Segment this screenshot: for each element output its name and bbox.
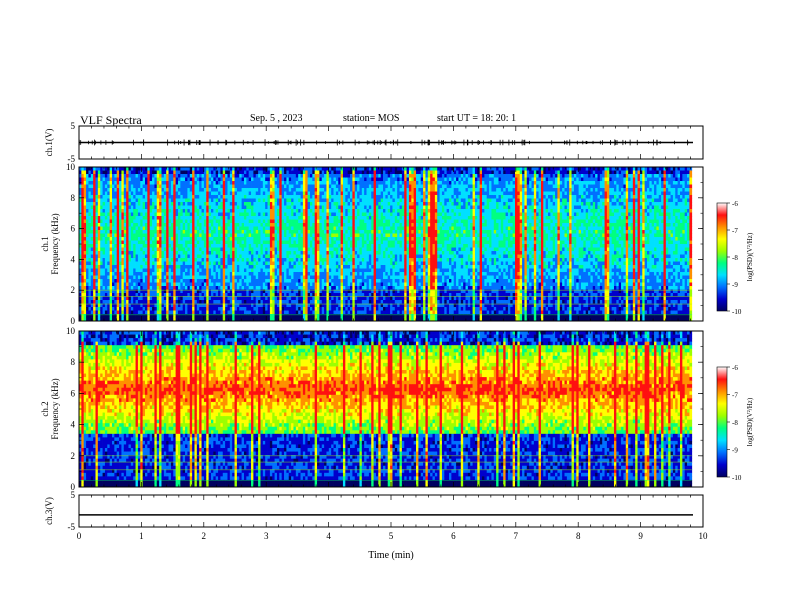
y-axis-label-1-0: ch.1 [40, 236, 50, 251]
y-tick-label-1-3: 6 [71, 224, 76, 234]
colorbar-tick-label-2-0: -6 [732, 364, 738, 372]
colorbar-label-1: log(PSD)(V²/Hz) [746, 232, 754, 281]
colorbar-tick-label-2-4: -10 [732, 474, 742, 482]
y-tick-label-2-5: 10 [66, 326, 76, 336]
y-axis-label-1-1: Frequency (kHz) [50, 213, 60, 274]
x-tick-label-4: 4 [326, 531, 331, 541]
y-tick-label-1-1: 2 [71, 285, 76, 295]
x-tick-label-9: 9 [638, 531, 643, 541]
y-tick-label-2-4: 8 [71, 357, 76, 367]
y-axis-label-2-0: ch.2 [40, 401, 50, 416]
x-tick-label-5: 5 [389, 531, 394, 541]
y-tick-label-3-1: -5 [68, 522, 76, 532]
vlf-spectra-figure: VLF Spectra Sep. 5 , 2023 station= MOS s… [0, 0, 792, 612]
colorbar-2 [717, 367, 727, 477]
x-tick-label-10: 10 [699, 531, 709, 541]
y-tick-label-1-4: 8 [71, 193, 76, 203]
colorbar-1 [717, 203, 727, 311]
chart-svg: -6 -7 -8 -9 -10 log(PSD)(V²/Hz) -6 -7 -8 -9 -10 log… [0, 0, 792, 612]
x-tick-label-1: 1 [139, 531, 144, 541]
colorbar-tick-label-1-2: -8 [732, 254, 738, 262]
x-tick-label-0: 0 [77, 531, 82, 541]
x-tick-label-3: 3 [264, 531, 269, 541]
y-tick-label-1-5: 10 [66, 162, 76, 172]
colorbar-tick-label-2-1: -7 [732, 392, 738, 400]
spectrogram-cells-2 [79, 331, 692, 487]
y-tick-label-1-0: 0 [71, 316, 76, 326]
y-tick-label-2-1: 2 [71, 451, 76, 461]
colorbar-label-2: log(PSD)(V²/Hz) [746, 397, 754, 446]
colorbar-tick-label-1-3: -9 [732, 281, 738, 289]
colorbar-tick-label-2-3: -9 [732, 447, 738, 455]
y-tick-label-3-0: 5 [71, 490, 76, 500]
y-axis-label-2-1: Frequency (kHz) [50, 378, 60, 439]
colorbar-tick-label-2-2: -8 [732, 419, 738, 427]
colorbar-tick-label-1-4: -10 [732, 308, 742, 316]
y-tick-label-2-3: 6 [71, 388, 76, 398]
y-tick-label-2-2: 4 [71, 420, 76, 430]
colorbar-tick-label-1-0: -6 [732, 200, 738, 208]
spectrogram-cells-1 [79, 167, 692, 321]
x-axis-label: Time (min) [368, 550, 413, 561]
colorbar-tick-label-1-1: -7 [732, 227, 738, 235]
x-tick-label-6: 6 [451, 531, 456, 541]
y-tick-label-1-2: 4 [71, 254, 76, 264]
x-tick-label-7: 7 [514, 531, 519, 541]
waveform-0 [79, 139, 693, 145]
y-axis-label-0: ch.1(V) [44, 129, 54, 157]
x-tick-label-2: 2 [202, 531, 207, 541]
x-tick-label-8: 8 [576, 531, 581, 541]
y-tick-label-0-0: 5 [71, 121, 76, 131]
y-axis-label-3: ch.3(V) [44, 497, 54, 525]
